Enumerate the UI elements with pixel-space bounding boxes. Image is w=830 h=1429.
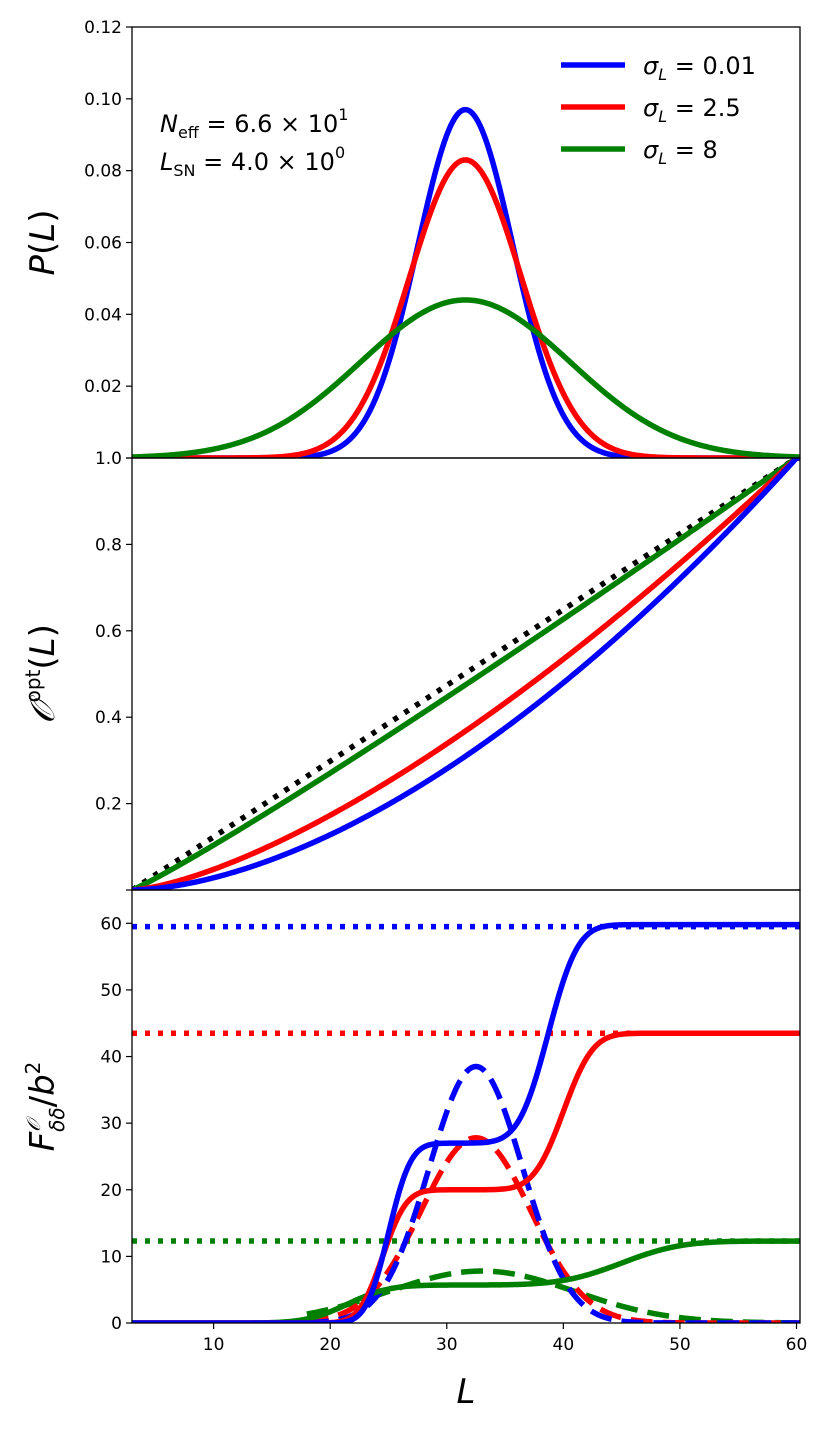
top-ytick-label: 0.04	[84, 305, 122, 325]
bottom-xlabel: L	[457, 1372, 476, 1412]
bottom-line--l-8-cumulative	[132, 1238, 800, 1323]
bottom-xtick-label: 40	[553, 1335, 575, 1355]
middle-ylabel: 𝒪opt(L)	[21, 624, 63, 724]
middle-line--l-8	[132, 458, 800, 890]
bottom-line--l-8-dashed	[305, 1268, 800, 1323]
labels: 0.02 0.04 0.06 0.08 0.10 0.12 P(L) Neff = 6.6 ×…	[21, 18, 807, 1412]
axes	[126, 26, 801, 1329]
annotation-sn: LSN = 4.0 × 100	[160, 143, 345, 180]
annotation-eff: Neff = 6.6 × 101	[160, 105, 348, 142]
middle-ytick-label: 0.4	[95, 708, 122, 728]
bottom-axes-frame	[131, 889, 801, 1324]
middle-line--l-2-5	[132, 458, 800, 890]
bottom-xtick-label: 50	[669, 1335, 691, 1355]
middle-line-diagonal	[132, 458, 800, 890]
middle-ytick-label: 0.6	[95, 622, 122, 642]
bottom-ytick-label: 50	[100, 981, 122, 1001]
bottom-ytick-label: 20	[100, 1181, 122, 1201]
top-ylabel: P(L)	[23, 210, 63, 276]
bottom-line--l-0-01-cumulative	[132, 921, 800, 1323]
bottom-ytick-label: 10	[100, 1247, 122, 1267]
plot-lines	[132, 106, 800, 1323]
top-ytick-label: 0.02	[84, 377, 122, 397]
bottom-ytick-label: 30	[100, 1114, 122, 1134]
top-ytick-label: 0.06	[84, 234, 122, 254]
top-ytick-label: 0.12	[84, 18, 122, 38]
top-line--l-2-5	[132, 157, 800, 458]
bottom-series-group	[132, 921, 800, 1323]
middle-ytick-label: 0.2	[95, 795, 122, 815]
bottom-ytick-label: 0	[111, 1314, 122, 1334]
bottom-ylabel: F𝒪δδ/b2	[21, 1062, 69, 1152]
top-line--l-8	[132, 297, 800, 458]
legend-label: σL = 8	[643, 136, 718, 168]
middle-ytick-label: 0.8	[95, 535, 122, 555]
bottom-line--l-0-01-dashed	[305, 1063, 800, 1323]
legend-label: σL = 2.5	[643, 94, 741, 126]
middle-ytick-label: 1.0	[95, 449, 122, 469]
bottom-xtick-label: 30	[436, 1335, 458, 1355]
middle-line--l-0-01	[132, 458, 800, 890]
bottom-line--l-2-5-dashed	[305, 1135, 800, 1323]
bottom-xtick-label: 10	[203, 1335, 225, 1355]
bottom-ytick-label: 40	[100, 1048, 122, 1068]
top-ytick-label: 0.08	[84, 162, 122, 182]
bottom-xtick-label: 20	[319, 1335, 341, 1355]
middle-series-group	[132, 458, 800, 890]
bottom-xtick-label: 60	[786, 1335, 808, 1355]
bottom-line--l-2-5-cumulative	[132, 1030, 800, 1323]
top-axes-frame	[131, 26, 801, 459]
top-ytick-label: 0.10	[84, 90, 122, 110]
legend-label: σL = 0.01	[643, 52, 756, 84]
bottom-ytick-label: 60	[100, 914, 122, 934]
